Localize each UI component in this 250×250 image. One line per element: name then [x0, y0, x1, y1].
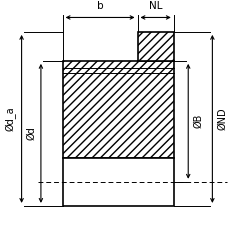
Bar — [138, 32, 174, 61]
Text: NL: NL — [149, 2, 162, 12]
Bar — [138, 32, 174, 61]
Text: ØND: ØND — [217, 108, 227, 130]
Text: Ød: Ød — [26, 126, 36, 140]
Bar — [63, 158, 174, 206]
Text: Ød_a: Ød_a — [6, 106, 17, 131]
Text: b: b — [97, 2, 103, 12]
Text: ØB: ØB — [193, 114, 203, 128]
Bar — [63, 61, 174, 158]
Bar — [63, 61, 174, 158]
